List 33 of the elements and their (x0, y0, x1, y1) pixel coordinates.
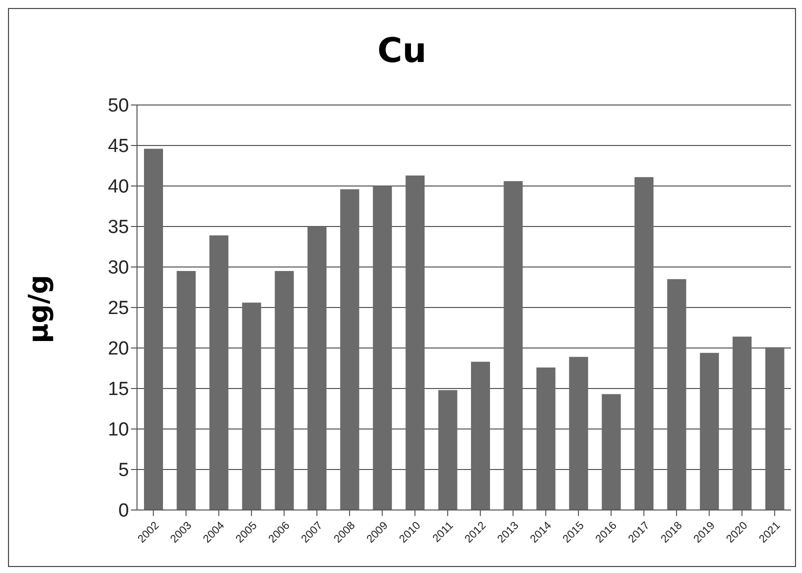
y-axis-title: µg/g (24, 274, 54, 344)
y-tick-label: 40 (108, 176, 129, 198)
bar (406, 175, 425, 510)
bar (504, 181, 523, 510)
bar (274, 271, 294, 510)
y-tick-label: 30 (108, 258, 129, 279)
bar (471, 362, 490, 510)
bar (144, 148, 163, 510)
bar (602, 394, 621, 510)
bar (308, 226, 326, 510)
y-tick-label: 5 (118, 460, 129, 482)
bar (700, 352, 719, 510)
bar (438, 390, 458, 510)
y-tick-label: 15 (108, 379, 129, 400)
y-tick-label: 45 (108, 136, 129, 158)
bar (667, 279, 686, 510)
bar (340, 189, 360, 510)
y-tick-label: 10 (108, 420, 129, 441)
y-tick-label: 20 (108, 338, 129, 360)
y-tick-label: 50 (108, 96, 129, 117)
y-tick-label: 0 (118, 500, 129, 522)
bar (732, 336, 752, 510)
bar (242, 302, 262, 510)
bar (765, 347, 784, 510)
bar (176, 271, 196, 510)
y-tick-label: 35 (108, 217, 129, 238)
bar (569, 356, 588, 510)
chart-title: Cu (376, 31, 428, 71)
bar (536, 367, 556, 510)
bar (634, 177, 654, 510)
bar (209, 235, 228, 510)
bar (372, 186, 392, 510)
y-tick-label: 25 (108, 298, 129, 320)
